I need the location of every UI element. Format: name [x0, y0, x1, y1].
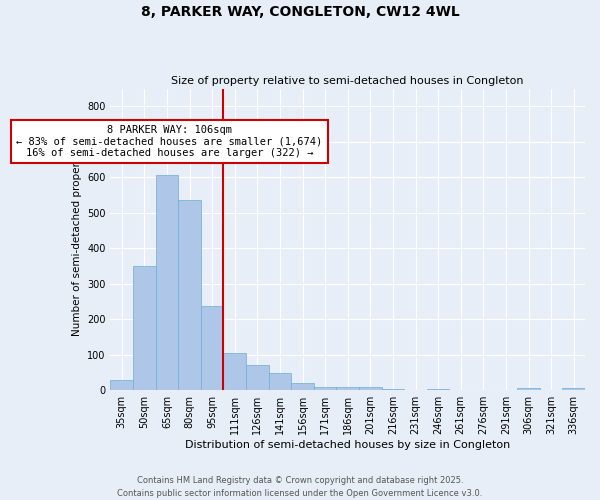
Text: 8 PARKER WAY: 106sqm
← 83% of semi-detached houses are smaller (1,674)
16% of se: 8 PARKER WAY: 106sqm ← 83% of semi-detac… — [16, 125, 322, 158]
Title: Size of property relative to semi-detached houses in Congleton: Size of property relative to semi-detach… — [172, 76, 524, 86]
Bar — [223, 354, 246, 390]
Y-axis label: Number of semi-detached properties: Number of semi-detached properties — [71, 143, 82, 336]
Bar — [201, 306, 223, 390]
Bar — [178, 200, 201, 390]
Bar — [314, 388, 337, 390]
Bar — [291, 383, 314, 390]
Bar — [155, 174, 178, 390]
X-axis label: Distribution of semi-detached houses by size in Congleton: Distribution of semi-detached houses by … — [185, 440, 511, 450]
Bar — [517, 388, 540, 390]
Bar — [110, 380, 133, 390]
Bar — [359, 388, 382, 390]
Bar — [133, 266, 155, 390]
Text: 8, PARKER WAY, CONGLETON, CW12 4WL: 8, PARKER WAY, CONGLETON, CW12 4WL — [140, 5, 460, 19]
Bar — [269, 373, 291, 390]
Bar — [427, 389, 449, 390]
Bar — [246, 366, 269, 390]
Bar — [382, 389, 404, 390]
Text: Contains HM Land Registry data © Crown copyright and database right 2025.
Contai: Contains HM Land Registry data © Crown c… — [118, 476, 482, 498]
Bar — [562, 388, 585, 390]
Bar — [337, 386, 359, 390]
